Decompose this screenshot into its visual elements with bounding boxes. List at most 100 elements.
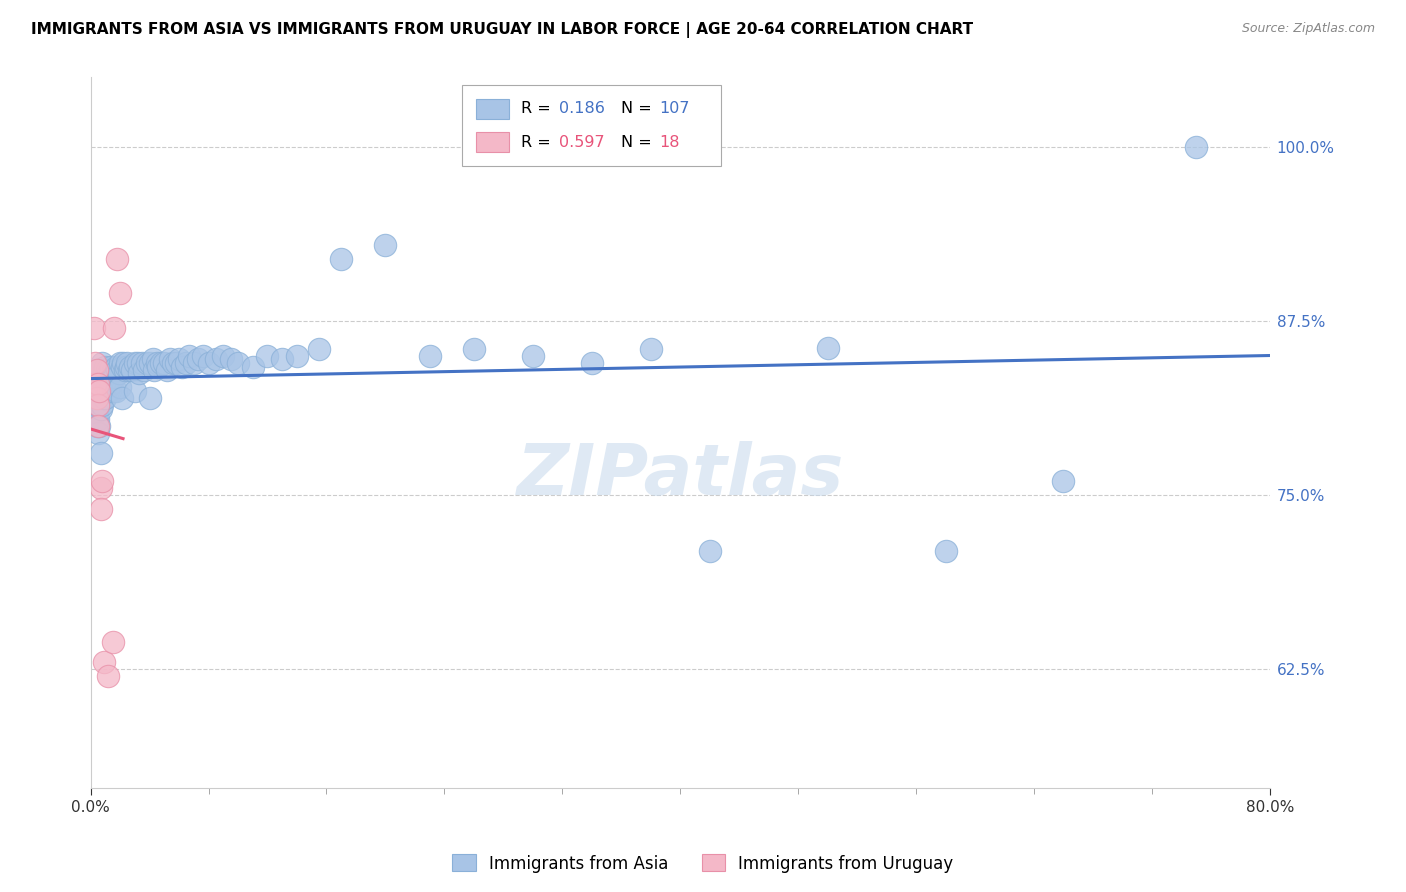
Point — [89, 384, 111, 398]
Point — [86, 391, 108, 405]
Point — [83, 321, 105, 335]
Point — [183, 356, 205, 370]
Point — [83, 384, 105, 398]
Point — [83, 398, 105, 412]
Point — [419, 349, 441, 363]
Point — [90, 502, 112, 516]
Point — [93, 391, 115, 405]
Point — [197, 356, 219, 370]
Point — [107, 366, 129, 380]
Point — [97, 669, 120, 683]
Point — [93, 656, 115, 670]
Point — [87, 425, 110, 440]
Point — [91, 398, 114, 412]
Point — [699, 544, 721, 558]
Point — [112, 356, 135, 370]
Point — [105, 363, 128, 377]
Point — [205, 351, 228, 366]
Point — [94, 374, 117, 388]
Point — [84, 376, 107, 391]
Point — [86, 405, 108, 419]
Point — [285, 349, 308, 363]
Point — [90, 376, 112, 391]
Point — [87, 391, 110, 405]
Point — [522, 349, 544, 363]
Point — [135, 356, 157, 370]
Point — [115, 360, 138, 375]
Point — [191, 349, 214, 363]
Point — [146, 356, 169, 370]
Point — [84, 356, 107, 370]
Point — [86, 391, 108, 405]
Point — [86, 418, 108, 433]
Point — [94, 360, 117, 375]
Point — [1052, 475, 1074, 489]
Point — [86, 370, 108, 384]
Point — [86, 363, 108, 377]
Point — [817, 341, 839, 355]
Point — [103, 363, 125, 377]
Text: ZIPatlas: ZIPatlas — [516, 441, 844, 509]
Point — [124, 384, 146, 398]
Point — [87, 376, 110, 391]
Point — [187, 351, 209, 366]
Point — [219, 351, 242, 366]
Point — [153, 356, 176, 370]
Point — [165, 356, 187, 370]
Point — [104, 384, 127, 398]
Point — [170, 360, 193, 375]
Point — [108, 356, 131, 370]
Point — [103, 321, 125, 335]
Point — [93, 363, 115, 377]
Point — [96, 376, 118, 391]
Point — [212, 349, 235, 363]
Text: 107: 107 — [659, 101, 689, 116]
Text: 0.597: 0.597 — [558, 135, 605, 150]
Point — [242, 360, 264, 375]
Point — [105, 252, 128, 266]
Point — [80, 391, 103, 405]
Point — [150, 356, 173, 370]
Point — [89, 398, 111, 412]
Point — [91, 475, 114, 489]
FancyBboxPatch shape — [477, 132, 509, 152]
Point — [308, 342, 330, 356]
Point — [101, 363, 124, 377]
Point — [98, 384, 121, 398]
Point — [87, 411, 110, 425]
Point — [131, 356, 153, 370]
Point — [120, 360, 142, 375]
Point — [138, 391, 160, 405]
Point — [148, 360, 170, 375]
Point — [330, 252, 353, 266]
Text: Source: ZipAtlas.com: Source: ZipAtlas.com — [1241, 22, 1375, 36]
Point — [89, 374, 111, 388]
Point — [87, 398, 110, 412]
Point — [89, 418, 111, 433]
Point — [104, 360, 127, 375]
Point — [100, 360, 122, 375]
Point — [87, 363, 110, 377]
Point — [101, 384, 124, 398]
Point — [87, 418, 110, 433]
Point — [89, 363, 111, 377]
Point — [94, 391, 117, 405]
Point — [90, 363, 112, 377]
Point — [124, 356, 146, 370]
Point — [141, 351, 163, 366]
Point — [98, 363, 121, 377]
Text: R =: R = — [522, 135, 555, 150]
Point — [110, 391, 132, 405]
Point — [176, 356, 198, 370]
Point — [156, 363, 179, 377]
Point — [87, 398, 110, 412]
Point — [100, 376, 122, 391]
Point — [121, 363, 143, 377]
Point — [117, 356, 139, 370]
Point — [91, 370, 114, 384]
Point — [103, 370, 125, 384]
Point — [271, 351, 294, 366]
Point — [143, 363, 166, 377]
Point — [256, 349, 278, 363]
Point — [128, 366, 150, 380]
